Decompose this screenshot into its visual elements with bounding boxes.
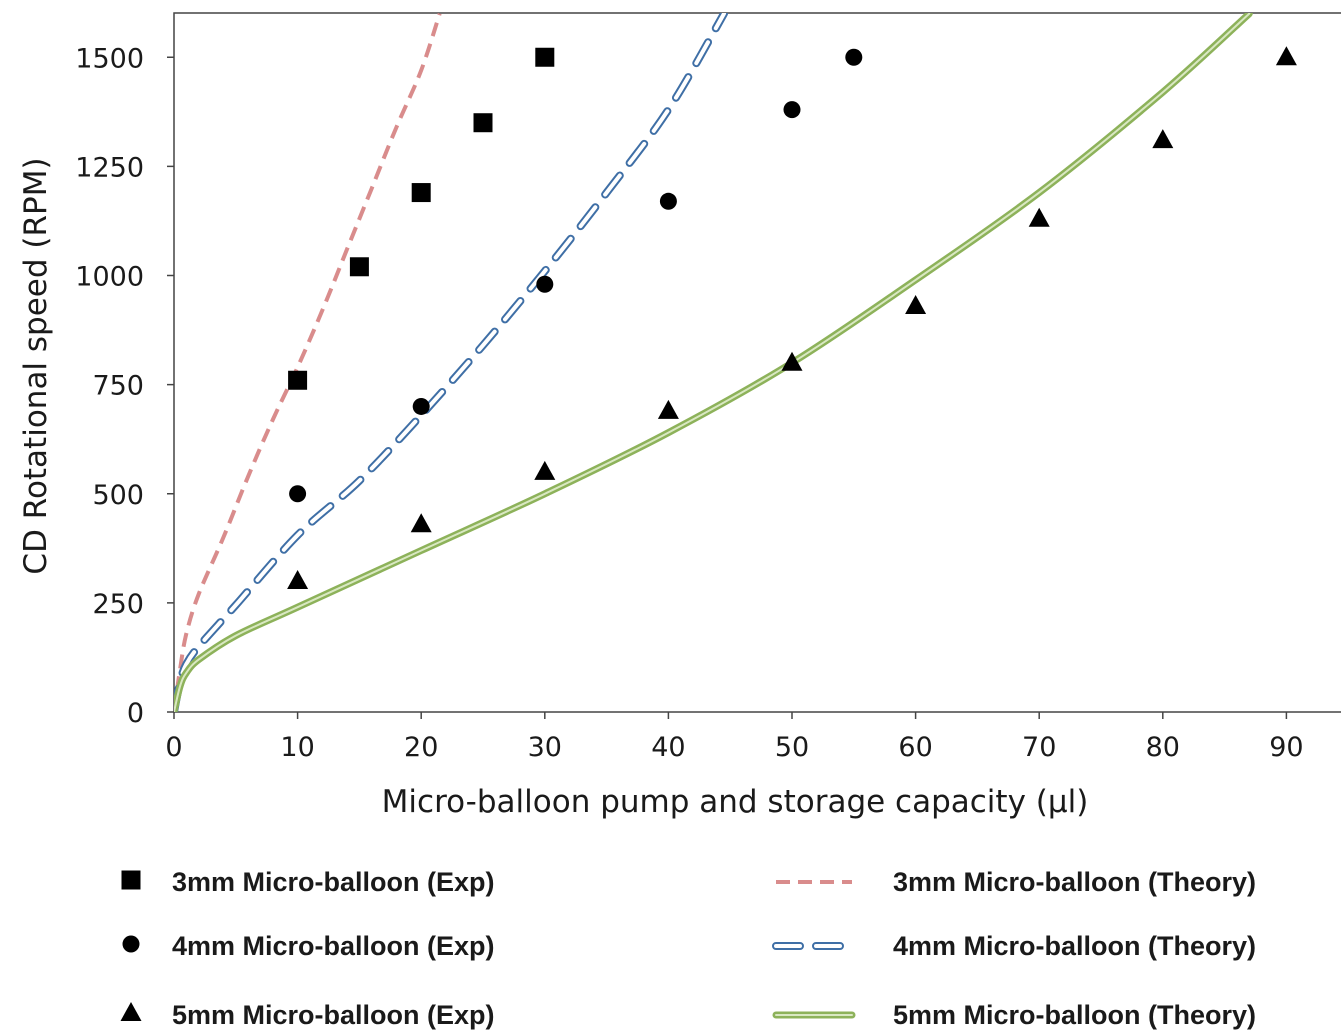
data-point-triangle: [1275, 46, 1297, 66]
theory-line-series: [174, 13, 1253, 712]
legend-item: 4mm Micro-balloon (Exp): [122, 931, 495, 961]
legend-item: 3mm Micro-balloon (Theory): [776, 867, 1256, 897]
legend-item: 5mm Micro-balloon (Exp): [120, 1000, 495, 1030]
legend-label: 4mm Micro-balloon (Theory): [893, 931, 1256, 961]
data-point-square: [288, 370, 308, 390]
data-point-circle: [783, 101, 801, 119]
experimental-series: [289, 48, 863, 503]
data-point-triangle: [657, 399, 679, 419]
legend-marker-circle: [122, 935, 140, 953]
x-tick-label: 10: [280, 732, 314, 763]
legend-item: 4mm Micro-balloon (Theory): [772, 931, 1256, 961]
y-tick-label: 0: [127, 698, 144, 729]
data-point-square: [411, 183, 431, 203]
x-tick-label: 0: [165, 732, 182, 763]
data-point-triangle: [1152, 129, 1174, 149]
x-axis-title: Micro-balloon pump and storage capacity …: [382, 784, 1089, 820]
data-point-triangle: [410, 513, 432, 533]
y-tick-label: 1250: [75, 152, 144, 183]
legend-item: 5mm Micro-balloon (Theory): [772, 1000, 1256, 1030]
x-tick-label: 30: [528, 732, 562, 763]
data-point-circle: [845, 48, 863, 66]
legend-item: 3mm Micro-balloon (Exp): [121, 867, 495, 897]
plot-frame: [173, 12, 1341, 713]
legend-label: 3mm Micro-balloon (Exp): [172, 867, 495, 897]
data-point-circle: [289, 485, 307, 503]
data-point-triangle: [287, 570, 309, 590]
legend-label: 5mm Micro-balloon (Theory): [893, 1000, 1256, 1030]
x-tick-label: 70: [1022, 732, 1056, 763]
legend-label: 3mm Micro-balloon (Theory): [893, 867, 1256, 897]
legend: 3mm Micro-balloon (Exp) 4mm Micro-balloon…: [120, 867, 1256, 1030]
data-point-square: [349, 257, 369, 277]
y-tick-label: 1500: [75, 43, 144, 74]
data-point-triangle: [781, 351, 803, 371]
legend-marker-square: [121, 870, 141, 890]
theory-lines-layer: [174, 13, 1253, 712]
x-tick-label: 20: [404, 732, 438, 763]
y-tick-label: 250: [92, 589, 144, 620]
y-tick-label: 750: [92, 371, 144, 402]
data-point-circle: [659, 192, 677, 210]
y-tick-label: 500: [92, 480, 144, 511]
data-point-triangle: [534, 460, 556, 480]
x-tick-label: 90: [1269, 732, 1303, 763]
x-tick-label: 50: [775, 732, 809, 763]
data-point-square: [535, 47, 555, 67]
data-point-triangle: [905, 295, 927, 315]
x-tick-label: 80: [1146, 732, 1180, 763]
y-axis-title: CD Rotational speed (RPM): [18, 157, 54, 574]
data-point-circle: [412, 397, 430, 415]
experimental-markers-layer: [287, 46, 1297, 590]
x-tick-label: 40: [651, 732, 685, 763]
x-axis-ticks: 0 10 20 30 40 50 60 70 80 90: [165, 712, 1304, 763]
theory-line-series: [174, 13, 728, 712]
data-point-triangle: [1028, 207, 1050, 227]
y-tick-label: 1000: [75, 262, 144, 293]
y-axis-ticks: 0 250 500 750 1000 1250 1500: [75, 43, 174, 729]
data-point-square: [473, 113, 493, 133]
legend-label: 5mm Micro-balloon (Exp): [172, 1000, 495, 1030]
data-point-circle: [536, 275, 554, 293]
legend-label: 4mm Micro-balloon (Exp): [172, 931, 495, 961]
x-tick-label: 60: [898, 732, 932, 763]
experimental-series: [287, 46, 1297, 590]
theory-line-series: [174, 13, 442, 712]
legend-marker-triangle: [120, 1002, 142, 1021]
experimental-series: [288, 47, 555, 390]
plot-area: [173, 12, 1341, 713]
